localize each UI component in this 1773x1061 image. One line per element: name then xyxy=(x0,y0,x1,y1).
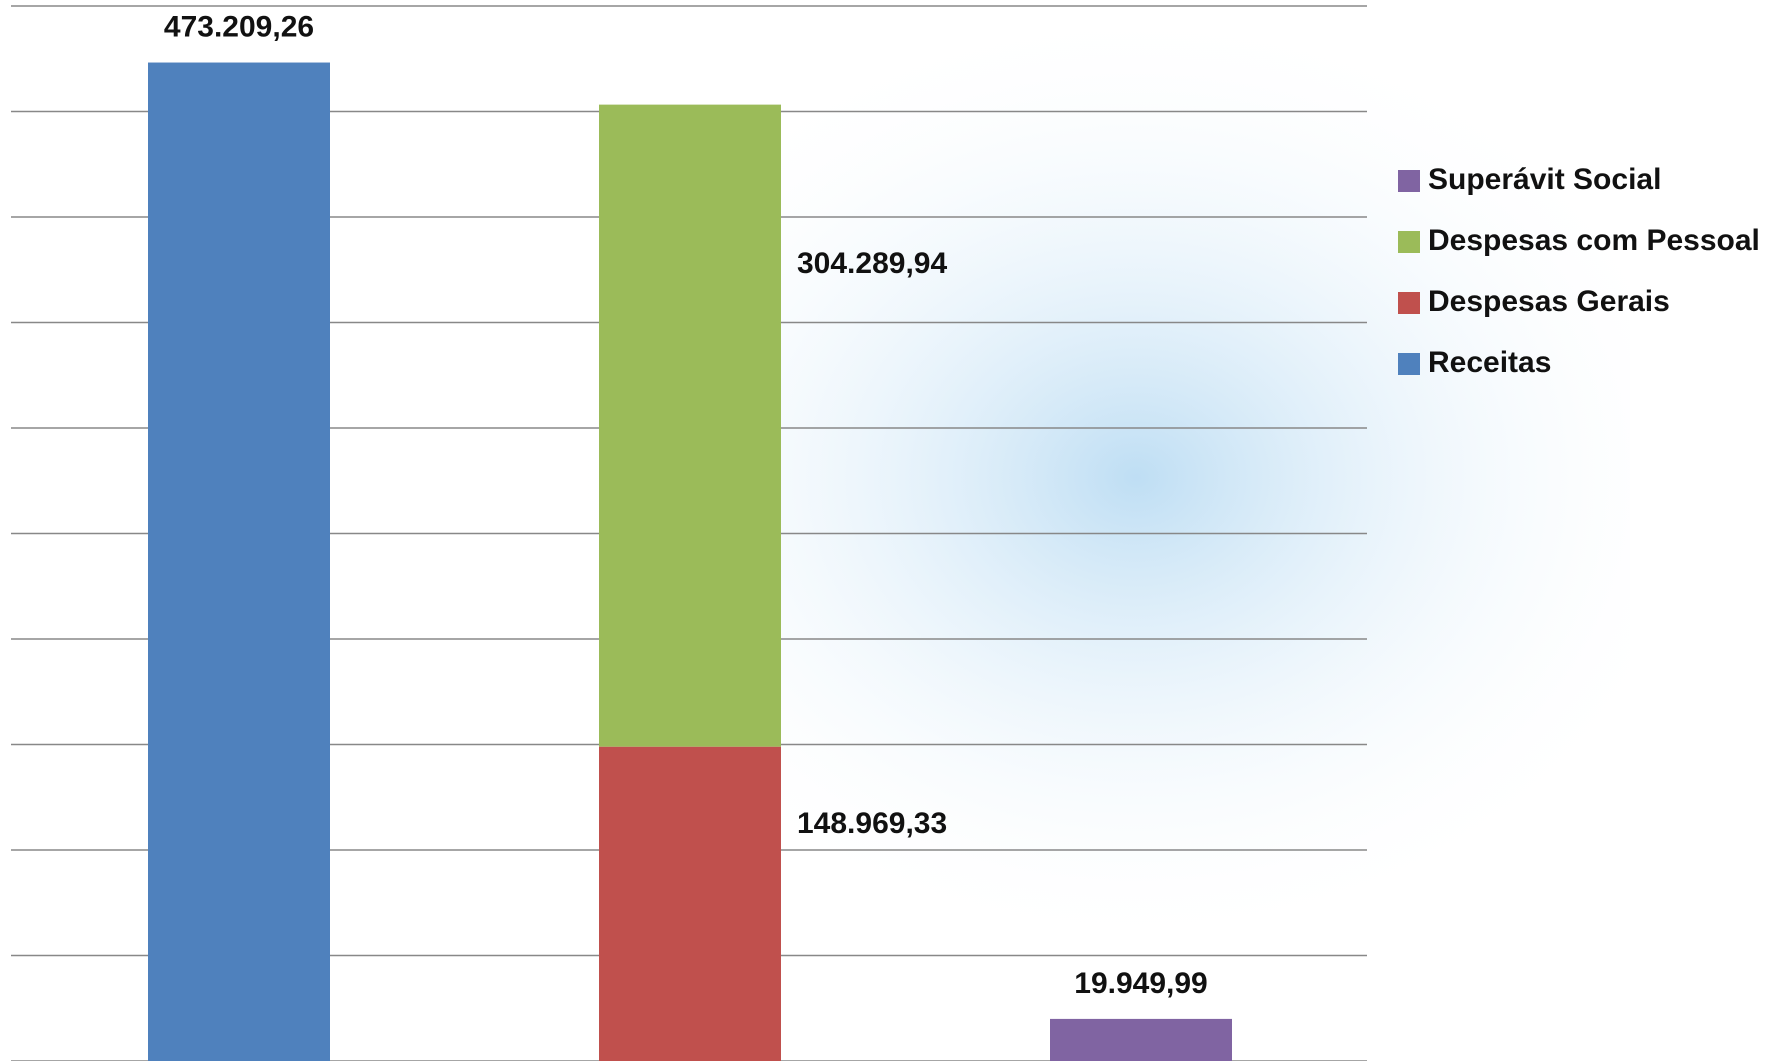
value-label: 473.209,26 xyxy=(164,10,314,43)
value-label: 19.949,99 xyxy=(1074,967,1207,1000)
value-label: 304.289,94 xyxy=(797,247,947,280)
chart: 473.209,26 148.969,33 304.289,94 19.949,99 R… xyxy=(0,0,1773,1061)
value-label: 148.969,33 xyxy=(797,807,947,840)
bar-segment xyxy=(1050,1019,1232,1061)
bar-segment xyxy=(599,105,781,747)
legend-swatch xyxy=(1398,292,1420,314)
legend-label: Receitas xyxy=(1428,346,1551,379)
bar-segment xyxy=(148,63,330,1061)
legend-label: Despesas Gerais xyxy=(1428,285,1670,318)
legend-label: Superávit Social xyxy=(1428,163,1661,196)
legend-swatch xyxy=(1398,231,1420,253)
bar-segment xyxy=(599,747,781,1061)
legend-swatch xyxy=(1398,170,1420,192)
background-decoration xyxy=(330,0,1630,1061)
legend-swatch xyxy=(1398,353,1420,375)
page: 473.209,26 148.969,33 304.289,94 19.949,99 R… xyxy=(0,0,1773,1061)
legend-label: Despesas com Pessoal xyxy=(1428,224,1760,257)
